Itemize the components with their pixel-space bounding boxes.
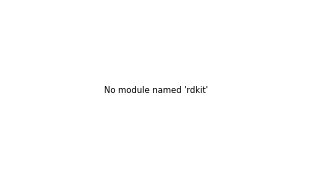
Text: No module named 'rdkit': No module named 'rdkit' [105,86,208,95]
